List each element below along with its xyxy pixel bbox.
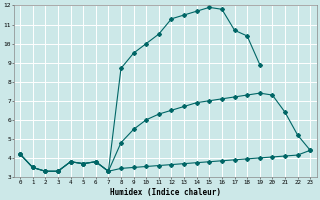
X-axis label: Humidex (Indice chaleur): Humidex (Indice chaleur) bbox=[110, 188, 220, 197]
